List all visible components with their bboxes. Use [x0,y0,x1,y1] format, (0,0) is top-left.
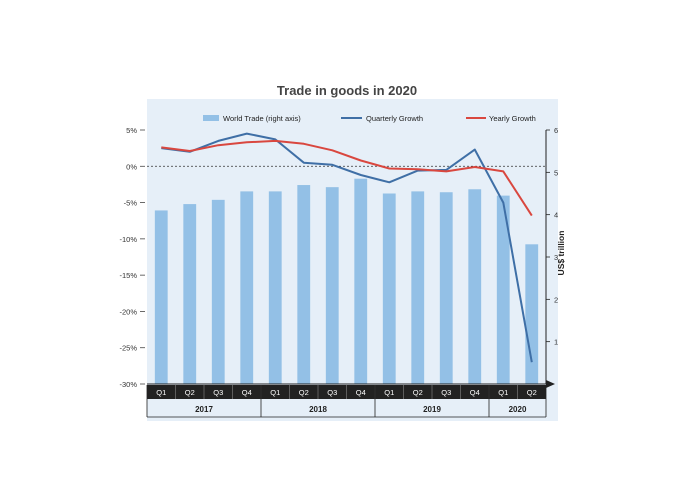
bar-world-trade-7 [354,178,368,384]
quarter-label: Q1 [498,388,508,397]
right-axis-tick-label: 1 [554,338,558,347]
year-label: 2019 [423,405,441,414]
bar-world-trade-6 [325,187,339,384]
x-axis-arrow-icon [546,380,555,388]
quarter-label: Q1 [270,388,280,397]
right-axis-title: US$ trillion [556,231,566,276]
year-label: 2017 [195,405,213,414]
right-axis-tick-label: 3 [554,253,558,262]
yearly-growth-line [161,139,533,217]
quarter-label: Q1 [156,388,166,397]
year-label: 2018 [309,405,327,414]
quarter-label: Q4 [356,388,366,397]
legend-label-quarterly: Quarterly Growth [366,114,423,123]
bar-world-trade-13 [525,244,539,384]
quarter-label: Q3 [213,388,223,397]
bar-world-trade-4 [268,191,282,384]
right-axis-tick-label: 6 [554,126,558,135]
quarter-label: Q4 [242,388,252,397]
chart-title: Trade in goods in 2020 [277,83,417,98]
left-axis: 5% 0% -5% -10% -15% -20% -25% -30% [119,126,145,389]
lines-layer [161,132,533,363]
left-axis-tick-label: -10% [119,235,137,244]
left-axis-tick-label: -25% [119,344,137,353]
quarter-label: Q1 [384,388,394,397]
bar-world-trade-11 [468,189,482,384]
bar-world-trade-0 [154,210,168,384]
left-axis-tick-label: -30% [119,380,137,389]
quarter-label: Q2 [299,388,309,397]
bar-world-trade-2 [211,199,225,384]
quarter-label: Q2 [527,388,537,397]
left-axis-tick-label: -15% [119,271,137,280]
quarter-label: Q3 [327,388,337,397]
bar-world-trade-1 [183,204,197,384]
quarter-label: Q3 [441,388,451,397]
right-axis-tick-label: 2 [554,295,558,304]
legend-label-yearly: Yearly Growth [489,114,536,123]
legend-swatch-bar [203,115,219,121]
legend-label-bar: World Trade (right axis) [223,114,301,123]
bar-world-trade-12 [496,195,510,384]
quarter-label: Q4 [470,388,480,397]
bar-world-trade-10 [439,192,453,384]
bar-world-trade-9 [411,191,425,384]
left-axis-tick-label: 5% [126,126,137,135]
quarter-label: Q2 [413,388,423,397]
left-axis-tick-label: -20% [119,307,137,316]
bar-world-trade-5 [297,185,311,384]
left-axis-tick-label: -5% [124,199,138,208]
left-axis-tick-label: 0% [126,162,137,171]
right-axis: 1 2 3 4 5 6 [545,126,558,384]
year-label: 2020 [509,405,527,414]
bars-layer [154,178,539,384]
right-axis-tick-label: 4 [554,211,558,220]
legend: World Trade (right axis) Quarterly Growt… [203,114,536,123]
quarterly-growth-line [161,132,533,363]
quarter-label: Q2 [185,388,195,397]
bar-world-trade-8 [382,193,396,384]
bar-world-trade-3 [240,191,254,384]
right-axis-tick-label: 5 [554,168,558,177]
